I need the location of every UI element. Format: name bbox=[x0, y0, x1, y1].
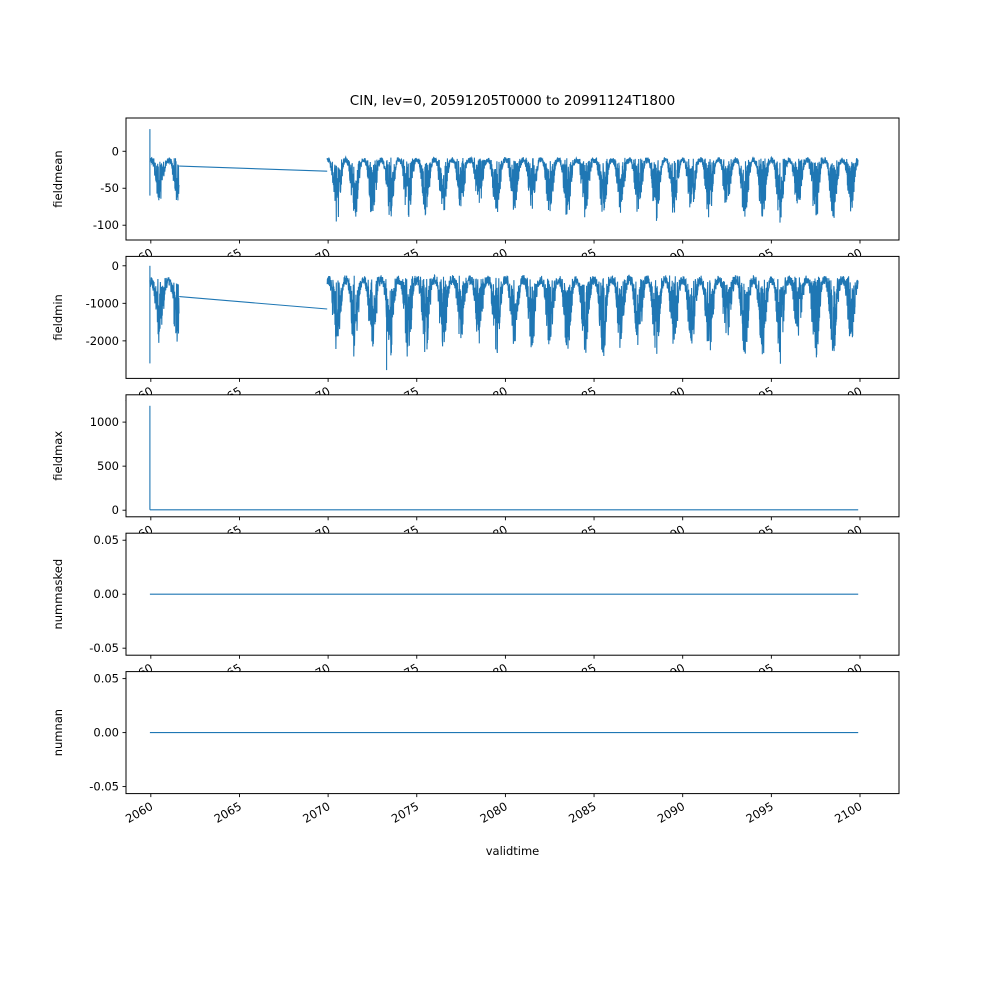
y-tick-label: -1000 bbox=[86, 296, 119, 310]
y-tick-label: 0 bbox=[112, 259, 119, 273]
x-tick-label: 2075 bbox=[389, 799, 421, 826]
series-fieldmean bbox=[149, 156, 180, 201]
y-tick-label: 1000 bbox=[90, 415, 119, 429]
x-axis-label: validtime bbox=[485, 844, 540, 858]
x-tick-label: 2085 bbox=[566, 799, 598, 826]
y-tick-label: 0.00 bbox=[93, 726, 119, 740]
series-fieldmean bbox=[179, 165, 328, 172]
subplot-fieldmin: 0-1000-2000fieldmin206020652070207520802… bbox=[51, 255, 900, 411]
series-fieldmin bbox=[149, 277, 180, 343]
y-tick-label: -100 bbox=[93, 218, 119, 232]
y-axis-title: nummasked bbox=[51, 559, 65, 630]
series-fieldmin bbox=[179, 296, 328, 310]
x-tick-label: 2100 bbox=[832, 799, 864, 826]
y-tick-label: -2000 bbox=[86, 334, 119, 348]
x-tick-label: 2065 bbox=[212, 799, 244, 826]
series-fieldmean bbox=[326, 155, 859, 223]
x-tick-label: 2080 bbox=[478, 799, 510, 826]
y-axis-title: fieldmean bbox=[51, 150, 65, 207]
y-tick-label: -0.05 bbox=[89, 641, 119, 655]
y-axis-title: fieldmin bbox=[51, 294, 65, 341]
y-tick-label: -50 bbox=[100, 181, 119, 195]
subplot-fieldmax: 10005000fieldmax206020652070207520802085… bbox=[51, 394, 900, 549]
series-fieldmin bbox=[326, 273, 859, 364]
y-axis-title: numnan bbox=[51, 709, 65, 756]
x-tick-label: 2095 bbox=[743, 799, 775, 826]
y-tick-label: 0.00 bbox=[93, 587, 119, 601]
y-axis-title: fieldmax bbox=[51, 431, 65, 481]
y-tick-label: 0.05 bbox=[93, 672, 119, 686]
y-tick-label: 0 bbox=[112, 144, 119, 158]
x-tick-label: 2090 bbox=[655, 799, 687, 826]
subplot-numnan: 0.05 0.00 -0.05 numnan 2060 2065 2070 2075 2080 2… bbox=[51, 671, 900, 826]
x-tick-label: 2060 bbox=[123, 799, 155, 826]
y-tick-label: 0.05 bbox=[93, 533, 119, 547]
x-tick-label: 2070 bbox=[300, 799, 332, 826]
axes-frame bbox=[125, 394, 900, 518]
subplot-fieldmean: 0-50-100fieldmean20602065207020752080208… bbox=[51, 117, 900, 272]
y-tick-label: -0.05 bbox=[89, 780, 119, 794]
chart-title: CIN, lev=0, 20591205T0000 to 20991124T18… bbox=[349, 93, 676, 109]
y-tick-label: 0 bbox=[112, 503, 119, 517]
y-tick-label: 500 bbox=[97, 459, 119, 473]
subplot-nummasked: 0.050.00-0.05nummasked206020652070207520… bbox=[51, 532, 900, 687]
